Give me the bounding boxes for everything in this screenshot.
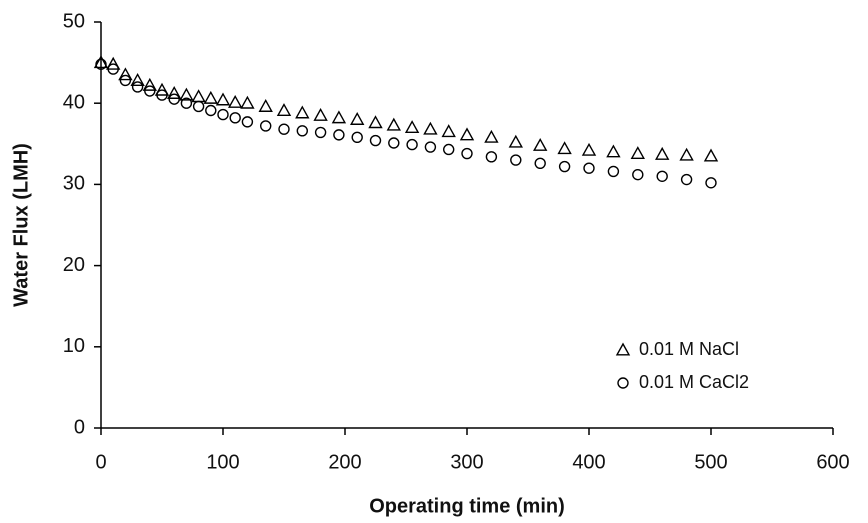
data-point	[314, 126, 327, 139]
data-point	[424, 141, 437, 153]
data-point	[118, 67, 133, 81]
data-point	[369, 134, 382, 147]
data-point	[368, 115, 383, 129]
data-point	[154, 82, 170, 96]
data-point	[459, 127, 475, 141]
data-point	[703, 148, 719, 162]
data-point	[423, 121, 438, 135]
data-point	[386, 117, 401, 131]
x-tick-label: 600	[816, 451, 849, 473]
data-point	[406, 138, 418, 151]
y-tick-label: 10	[63, 335, 85, 357]
data-point	[484, 129, 499, 143]
data-point	[656, 170, 668, 182]
data-point	[441, 124, 456, 138]
data-point	[558, 160, 571, 173]
y-tick-label: 30	[63, 173, 85, 195]
data-point	[508, 134, 523, 148]
data-point	[705, 177, 717, 189]
data-point	[632, 168, 644, 181]
data-point	[130, 73, 145, 86]
data-point	[278, 123, 290, 135]
data-point	[179, 87, 194, 101]
data-point	[192, 100, 205, 113]
data-point	[296, 125, 308, 137]
y-axis-title: Water Flux (LMH)	[10, 143, 32, 307]
data-point	[351, 131, 363, 144]
data-point	[331, 110, 347, 124]
data-point	[142, 77, 157, 91]
legend-marker	[615, 342, 631, 356]
data-point	[217, 108, 229, 121]
data-point	[260, 120, 272, 132]
data-point	[205, 104, 217, 117]
data-point	[606, 144, 621, 158]
data-point	[215, 92, 231, 106]
data-point	[461, 147, 473, 160]
data-point	[167, 86, 182, 99]
data-point	[229, 112, 241, 124]
data-point	[443, 143, 455, 156]
data-point	[106, 56, 121, 70]
data-point	[276, 103, 292, 117]
y-tick-label: 50	[63, 10, 85, 32]
data-point	[630, 146, 645, 160]
data-point	[313, 107, 328, 121]
x-tick-label: 0	[95, 451, 106, 473]
data-point	[131, 81, 144, 93]
data-point	[240, 95, 255, 109]
data-point	[144, 85, 156, 97]
data-point	[93, 55, 109, 69]
data-point	[534, 157, 546, 169]
data-point	[95, 58, 107, 70]
data-point	[191, 89, 206, 103]
x-tick-label: 500	[694, 451, 727, 473]
data-point	[333, 129, 345, 141]
data-point	[228, 94, 243, 108]
y-tick-label: 0	[74, 416, 85, 438]
data-point	[295, 105, 310, 119]
legend-text: 0.01 M NaCl	[639, 339, 739, 359]
legend-text: 0.01 M CaCl2	[639, 372, 749, 392]
x-tick-label: 400	[572, 451, 605, 473]
x-tick-label: 300	[450, 451, 483, 473]
data-point	[350, 111, 365, 125]
data-point	[241, 116, 254, 128]
data-point	[203, 90, 218, 104]
data-point	[258, 99, 273, 112]
data-point	[156, 89, 168, 101]
data-point	[607, 165, 620, 178]
y-tick-label: 40	[63, 91, 85, 113]
data-point	[510, 154, 522, 166]
data-point	[581, 142, 597, 156]
x-axis-title: Operating time (min)	[369, 495, 565, 517]
data-point	[388, 137, 400, 149]
data-point	[655, 146, 670, 160]
data-point	[680, 173, 693, 186]
data-point	[404, 120, 420, 134]
data-point	[583, 162, 595, 174]
y-tick-label: 20	[63, 254, 85, 276]
x-tick-label: 100	[206, 451, 239, 473]
data-point	[557, 141, 572, 155]
legend-marker	[617, 377, 629, 389]
data-point	[119, 74, 132, 87]
x-tick-label: 200	[328, 451, 361, 473]
data-point	[533, 137, 548, 151]
data-point	[107, 63, 119, 75]
data-point	[180, 97, 193, 109]
data-point	[679, 147, 694, 161]
data-point	[485, 151, 498, 163]
data-point	[168, 93, 180, 105]
